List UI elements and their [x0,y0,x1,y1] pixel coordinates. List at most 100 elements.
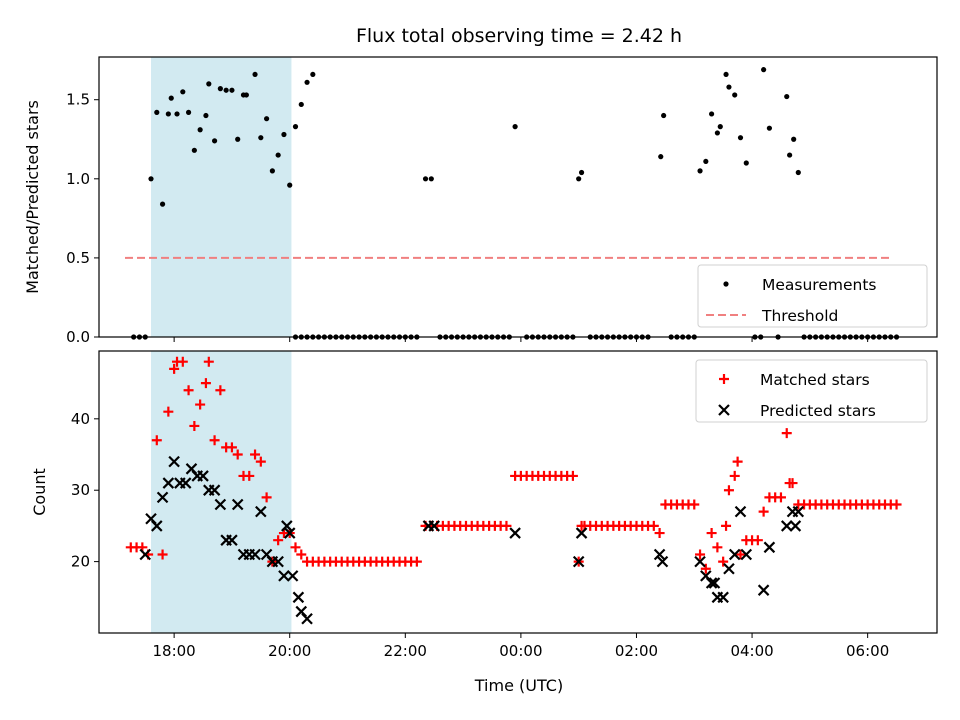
data-point [151,520,163,532]
data-point [148,176,154,182]
data-point [189,420,200,431]
y-tick-label: 1.5 [66,91,90,109]
data-point [310,71,316,78]
legend-swatch [723,281,729,287]
data-point [766,125,773,131]
y-tick-label: 40 [71,410,90,428]
data-point [165,111,171,117]
data-point [735,549,746,560]
data-point [501,520,512,531]
data-point [304,79,310,85]
chart-title: Flux total observing time = 2.42 h [356,25,682,47]
plot-frame [98,56,938,338]
data-point [700,563,711,574]
data-point [261,492,272,503]
y-tick-label: 1.0 [66,170,90,188]
data-point [177,356,188,367]
data-point [223,87,229,93]
data-point [653,548,666,561]
data-point [159,201,166,207]
data-point [732,92,738,98]
data-point [169,363,180,374]
data-point [179,477,192,489]
data-point [787,152,793,158]
data-point [737,135,744,141]
data-point [162,477,175,489]
data-point [264,116,270,122]
data-point [208,484,221,496]
x-tick-label: 04:00 [730,642,773,660]
data-point [740,548,753,561]
data-point [292,591,305,604]
y-axis-label: Count [30,468,49,516]
data-point [695,549,706,560]
data-point [661,112,667,119]
data-point [891,499,902,510]
data-point [723,562,735,575]
x-tick-label: 18:00 [153,642,196,660]
data-point [229,87,235,93]
data-point [780,520,793,532]
data-point [729,470,740,481]
data-point [723,485,734,496]
data-point [576,176,582,182]
data-point [296,549,307,560]
y-tick-label: 20 [71,553,90,571]
data-point [255,505,267,518]
data-point [215,385,226,396]
data-point [203,112,209,119]
legend: Measurements Threshold [697,264,928,328]
data-point [226,442,237,453]
data-point [656,555,669,568]
data-point [791,136,797,142]
data-point [726,84,732,90]
data-point [752,535,763,546]
y-tick-label: 0.5 [66,249,90,267]
data-point [244,470,255,481]
x-tick-label: 00:00 [499,642,542,660]
data-point [789,520,802,532]
data-point [428,520,440,532]
data-point [575,527,588,539]
data-point [721,520,732,531]
data-point [697,168,703,174]
data-point [761,67,767,73]
data-point [156,491,169,504]
data-point [200,378,211,389]
legend-box [697,264,928,328]
data-point [763,541,776,554]
legend-label: Measurements [762,276,877,294]
data-point [757,584,770,596]
data-point [792,505,805,518]
legend-swatch [719,374,729,384]
data-point [718,556,729,567]
data-point [714,130,720,136]
x-tick-label: 20:00 [268,642,311,660]
data-point [784,93,790,100]
data-point [231,498,244,511]
panel-ratio: 0.0 0.5 1.0 1.5 Matched/Predicted stars Measu… [23,56,938,346]
data-point [211,138,218,144]
data-point [301,612,313,625]
data-point [139,548,152,561]
data-point [243,92,249,98]
panel-count: 18:00 20:00 22:00 00:00 02:00 04:00 06:00 20 30 4… [30,350,938,660]
data-point [428,176,434,182]
data-point [292,124,299,130]
y-axis-label: Matched/Predicted stars [23,100,42,294]
data-point [250,449,261,460]
data-point [151,435,162,446]
data-point [197,470,209,482]
data-point [775,492,786,503]
data-point [708,577,721,589]
data-point [298,101,304,108]
series-predicted-stars [139,455,805,625]
data-point [191,147,197,153]
data-point [272,555,284,568]
data-point [734,505,747,518]
y-tick-label: 30 [71,481,90,499]
observing-window-span [151,57,292,337]
data-point [703,158,709,165]
data-point [658,154,664,160]
